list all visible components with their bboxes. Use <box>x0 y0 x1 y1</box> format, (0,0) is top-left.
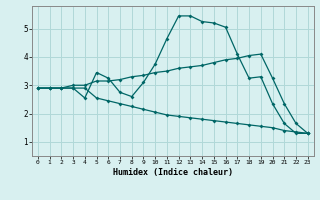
X-axis label: Humidex (Indice chaleur): Humidex (Indice chaleur) <box>113 168 233 177</box>
